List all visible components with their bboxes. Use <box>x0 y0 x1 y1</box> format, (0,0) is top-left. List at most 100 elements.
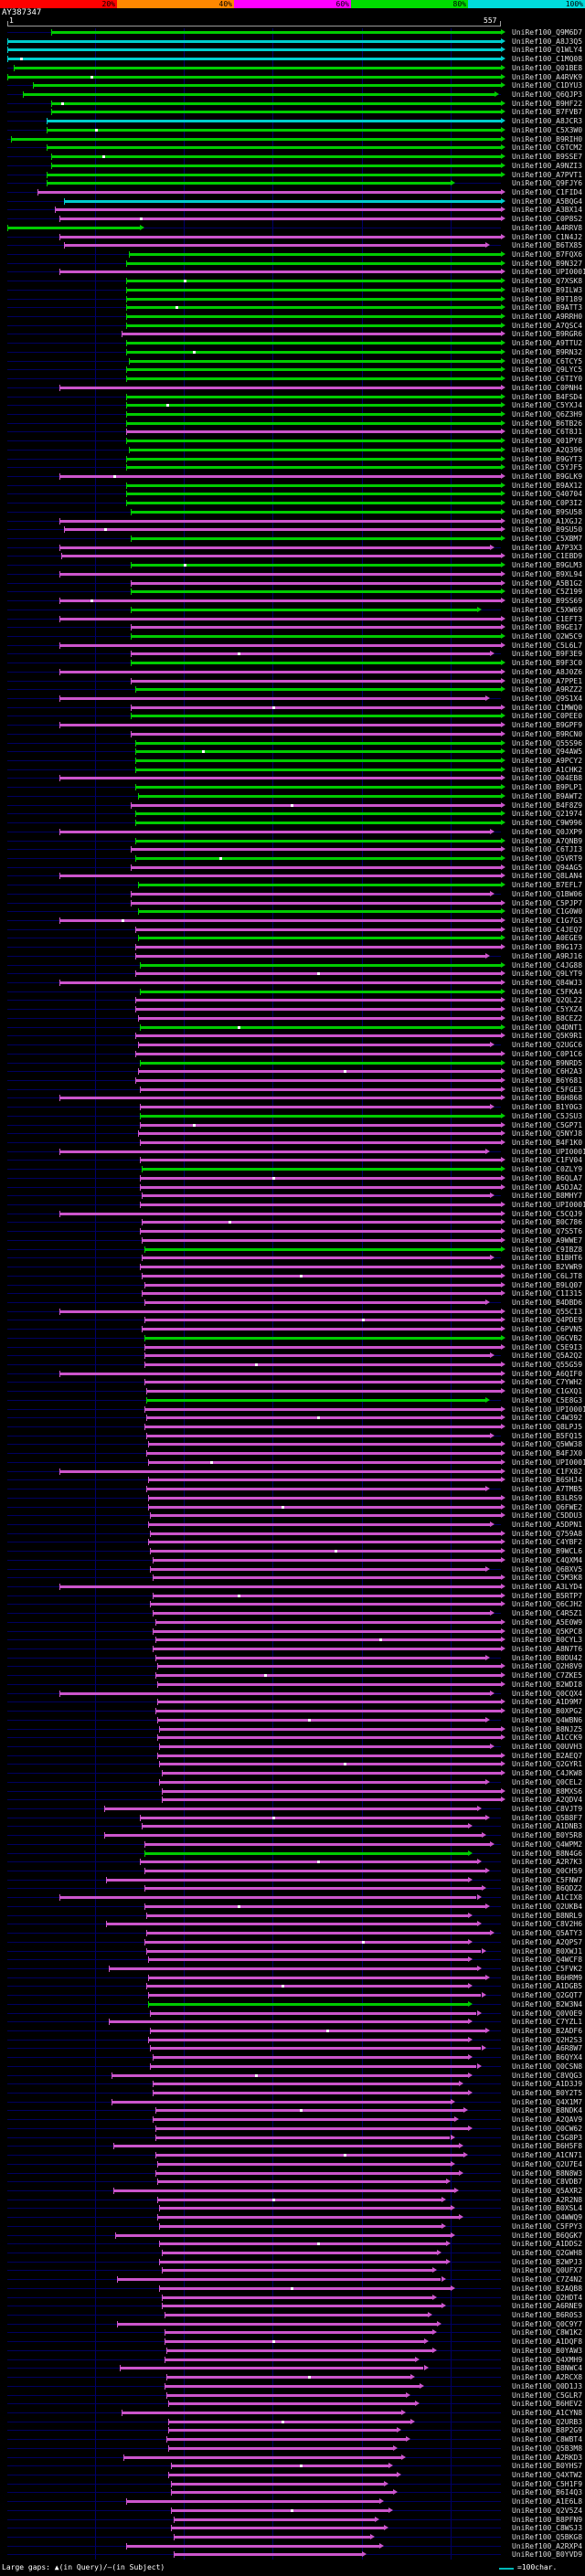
hit-label[interactable]: UniRef100_Q1BW06 <box>512 890 583 898</box>
hit-label[interactable]: UniRef100_C5E9I3 <box>512 1343 583 1352</box>
hit-label[interactable]: UniRef100_A1XGJ2 <box>512 517 583 525</box>
hit-label[interactable]: UniRef100_C1FID4 <box>512 188 583 196</box>
hit-row[interactable]: UniRef100_B8NRL9 <box>0 1912 585 1921</box>
hit-row[interactable]: UniRef100_Q0CH59 <box>0 1867 585 1876</box>
hit-label[interactable]: UniRef100_B6SHJ4 <box>512 1476 583 1484</box>
hit-label[interactable]: UniRef100_Q0CQX4 <box>512 1690 583 1698</box>
hit-row[interactable]: UniRef100_B1BHT6 <box>0 1254 585 1263</box>
hit-label[interactable]: UniRef100_Q2HDT4 <box>512 2294 583 2302</box>
hit-label[interactable]: UniRef100_A1CCK9 <box>512 1733 583 1742</box>
hit-label[interactable]: UniRef100_B8N4G6 <box>512 1850 583 1858</box>
hit-row[interactable]: UniRef100_Q5B8F7 <box>0 1814 585 1823</box>
hit-row[interactable]: UniRef100_C0PNH4 <box>0 384 585 393</box>
hit-label[interactable]: UniRef100_B0CYL3 <box>512 1636 583 1644</box>
hit-row[interactable]: UniRef100_A9WWE7 <box>0 1236 585 1246</box>
hit-label[interactable]: UniRef100_Q0CEL2 <box>512 1778 583 1786</box>
hit-row[interactable]: UniRef100_A7QSC4 <box>0 322 585 331</box>
hit-label[interactable]: UniRef100_C6LJT8 <box>512 1272 583 1280</box>
hit-row[interactable]: UniRef100_A0EGE9 <box>0 934 585 943</box>
hit-row[interactable]: UniRef100_B9RIH0 <box>0 135 585 144</box>
hit-label[interactable]: UniRef100_A2QAV9 <box>512 2115 583 2124</box>
hit-row[interactable]: UniRef100_Q2V5Z4 <box>0 2507 585 2516</box>
hit-label[interactable]: UniRef100_B1Y0G3 <box>512 1103 583 1111</box>
hit-row[interactable]: UniRef100_C1G0W0 <box>0 907 585 917</box>
hit-label[interactable]: UniRef100_UPI0001A4C7 <box>512 1405 585 1414</box>
hit-label[interactable]: UniRef100_Q5B3M8 <box>512 2444 583 2453</box>
hit-row[interactable]: UniRef100_Q40704 <box>0 490 585 499</box>
hit-row[interactable]: UniRef100_A6R8W7 <box>0 2044 585 2053</box>
hit-row[interactable]: UniRef100_B5FQ15 <box>0 1432 585 1441</box>
hit-label[interactable]: UniRef100_Q55G59 <box>512 1361 583 1369</box>
hit-label[interactable]: UniRef100_B0XSL4 <box>512 2204 583 2212</box>
hit-label[interactable]: UniRef100_B9GE17 <box>512 623 583 631</box>
hit-label[interactable]: UniRef100_Q5KPC8 <box>512 1627 583 1636</box>
hit-row[interactable]: UniRef100_A7QNB9 <box>0 837 585 846</box>
hit-label[interactable]: UniRef100_C8VQG3 <box>512 2072 583 2080</box>
hit-row[interactable]: UniRef100_A9TTU2 <box>0 339 585 348</box>
hit-row[interactable]: UniRef100_C5XBM7 <box>0 535 585 544</box>
hit-label[interactable]: UniRef100_B6H5F8 <box>512 2142 583 2150</box>
hit-row[interactable]: UniRef100_B8CEZ2 <box>0 1014 585 1023</box>
hit-label[interactable]: UniRef100_C5YXZ4 <box>512 1005 583 1013</box>
hit-row[interactable]: UniRef100_A4RVK9 <box>0 73 585 82</box>
hit-label[interactable]: UniRef100_B9RGR6 <box>512 330 583 338</box>
hit-label[interactable]: UniRef100_B6Y681 <box>512 1076 583 1085</box>
hit-row[interactable]: UniRef100_A4RRV8 <box>0 224 585 233</box>
hit-row[interactable]: UniRef100_B9ILW3 <box>0 286 585 295</box>
hit-label[interactable]: UniRef100_B2VWR9 <box>512 1263 583 1271</box>
hit-row[interactable]: UniRef100_C6H2A3 <box>0 1067 585 1076</box>
hit-row[interactable]: UniRef100_Q0CQX4 <box>0 1690 585 1699</box>
hit-row[interactable]: UniRef100_B6TB26 <box>0 419 585 429</box>
hit-row[interactable]: UniRef100_B8NJZ5 <box>0 1725 585 1734</box>
hit-label[interactable]: UniRef100_A7PVT1 <box>512 171 583 179</box>
hit-label[interactable]: UniRef100_A9RZZ2 <box>512 685 583 694</box>
hit-label[interactable]: UniRef100_C1EBD9 <box>512 552 583 560</box>
hit-label[interactable]: UniRef100_B8NJZ5 <box>512 1725 583 1733</box>
hit-row[interactable]: UniRef100_Q2UGC6 <box>0 1041 585 1050</box>
hit-row[interactable]: UniRef100_B4FSD4 <box>0 393 585 402</box>
hit-row[interactable]: UniRef100_Q0CEL2 <box>0 1778 585 1787</box>
hit-label[interactable]: UniRef100_B0XPG2 <box>512 1707 583 1715</box>
hit-row[interactable]: UniRef100_C6LJT8 <box>0 1272 585 1281</box>
hit-label[interactable]: UniRef100_Q9LYT9 <box>512 970 583 978</box>
hit-label[interactable]: UniRef100_A1DGB5 <box>512 1982 583 1990</box>
hit-row[interactable]: UniRef100_Q2U7E4 <box>0 2160 585 2169</box>
hit-row[interactable]: UniRef100_A1DDS2 <box>0 2240 585 2249</box>
hit-row[interactable]: UniRef100_C5FPY3 <box>0 2222 585 2231</box>
hit-label[interactable]: UniRef100_A5E0W9 <box>512 1618 583 1627</box>
hit-row[interactable]: UniRef100_C5E9I3 <box>0 1343 585 1352</box>
hit-row[interactable]: UniRef100_B2AQB8 <box>0 2284 585 2294</box>
hit-label[interactable]: UniRef100_A2QPS7 <box>512 1938 583 1946</box>
hit-row[interactable]: UniRef100_B9RN32 <box>0 348 585 357</box>
hit-row[interactable]: UniRef100_Q4PDE9 <box>0 1316 585 1325</box>
hit-row[interactable]: UniRef100_Q5B3M8 <box>0 2444 585 2454</box>
hit-row[interactable]: UniRef100_B1Y0G3 <box>0 1103 585 1112</box>
hit-label[interactable]: UniRef100_C5YJF5 <box>512 463 583 472</box>
hit-label[interactable]: UniRef100_B2ADF6 <box>512 2027 583 2035</box>
hit-label[interactable]: UniRef100_B9AX12 <box>512 482 583 490</box>
hit-label[interactable]: UniRef100_A1CIX8 <box>512 1893 583 1902</box>
hit-label[interactable]: UniRef100_Q94AW5 <box>512 747 583 756</box>
hit-label[interactable]: UniRef100_A9RRH0 <box>512 313 583 321</box>
hit-label[interactable]: UniRef100_C9W996 <box>512 819 583 827</box>
hit-label[interactable]: UniRef100_Q4X1M7 <box>512 2098 583 2106</box>
hit-label[interactable]: UniRef100_Q5AXR2 <box>512 2187 583 2195</box>
hit-label[interactable]: UniRef100_C6PVN5 <box>512 1325 583 1333</box>
hit-label[interactable]: UniRef100_B8NDK4 <box>512 2106 583 2115</box>
hit-label[interactable]: UniRef100_Q4WPM2 <box>512 1840 583 1849</box>
hit-label[interactable]: UniRef100_C5JSU3 <box>512 1112 583 1120</box>
hit-label[interactable]: UniRef100_B9SU58 <box>512 508 583 516</box>
hit-label[interactable]: UniRef100_C6T8J1 <box>512 428 583 436</box>
hit-label[interactable]: UniRef100_A5DPN1 <box>512 1521 583 1529</box>
hit-label[interactable]: UniRef100_Q2H8V9 <box>512 1662 583 1670</box>
hit-row[interactable]: UniRef100_B8PFN9 <box>0 2516 585 2525</box>
hit-label[interactable]: UniRef100_B9RIH0 <box>512 135 583 143</box>
hit-label[interactable]: UniRef100_A5DJA2 <box>512 1183 583 1192</box>
hit-label[interactable]: UniRef100_A9PCY2 <box>512 757 583 765</box>
hit-label[interactable]: UniRef100_Q5BKG8 <box>512 2533 583 2541</box>
hit-label[interactable]: UniRef100_B0XWJ1 <box>512 1947 583 1956</box>
hit-label[interactable]: UniRef100_Q0CSN8 <box>512 2062 583 2071</box>
hit-label[interactable]: UniRef100_C5PJP7 <box>512 899 583 907</box>
hit-row[interactable]: UniRef100_C7YZL1 <box>0 2018 585 2027</box>
hit-row[interactable]: UniRef100_C4JKW8 <box>0 1769 585 1778</box>
